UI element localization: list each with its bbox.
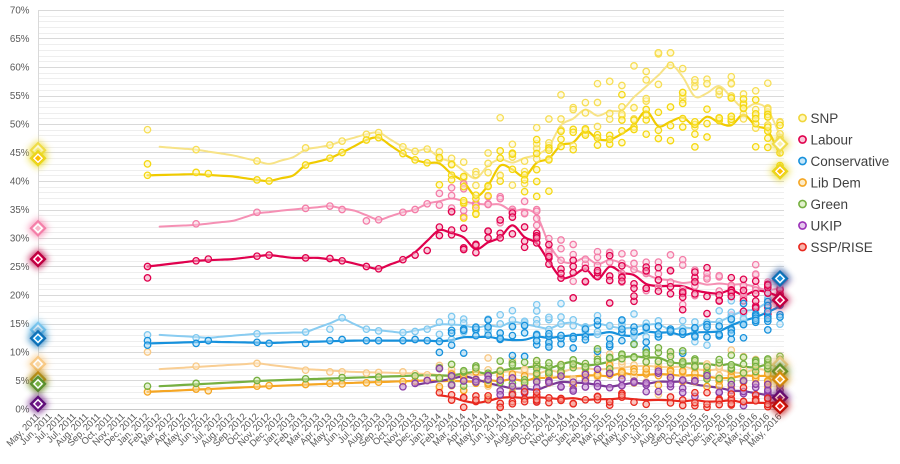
svg-text:60%: 60% <box>10 62 30 73</box>
svg-text:70%: 70% <box>10 5 30 16</box>
svg-text:Conservative: Conservative <box>811 154 890 169</box>
svg-text:10%: 10% <box>10 347 30 358</box>
svg-text:45%: 45% <box>10 148 30 159</box>
svg-text:5%: 5% <box>15 376 29 387</box>
svg-text:Labour: Labour <box>811 132 854 147</box>
svg-text:35%: 35% <box>10 205 30 216</box>
svg-text:15%: 15% <box>10 319 30 330</box>
svg-text:65%: 65% <box>10 34 30 45</box>
svg-text:Green: Green <box>811 197 849 212</box>
svg-text:20%: 20% <box>10 290 30 301</box>
svg-text:0%: 0% <box>15 404 29 415</box>
svg-text:40%: 40% <box>10 176 30 187</box>
svg-text:SSP/RISE: SSP/RISE <box>811 240 873 255</box>
svg-text:25%: 25% <box>10 262 30 273</box>
svg-text:UKIP: UKIP <box>811 218 843 233</box>
svg-text:55%: 55% <box>10 91 30 102</box>
svg-text:SNP: SNP <box>811 111 839 126</box>
svg-text:Lib Dem: Lib Dem <box>811 175 861 190</box>
svg-text:30%: 30% <box>10 233 30 244</box>
svg-text:50%: 50% <box>10 119 30 130</box>
